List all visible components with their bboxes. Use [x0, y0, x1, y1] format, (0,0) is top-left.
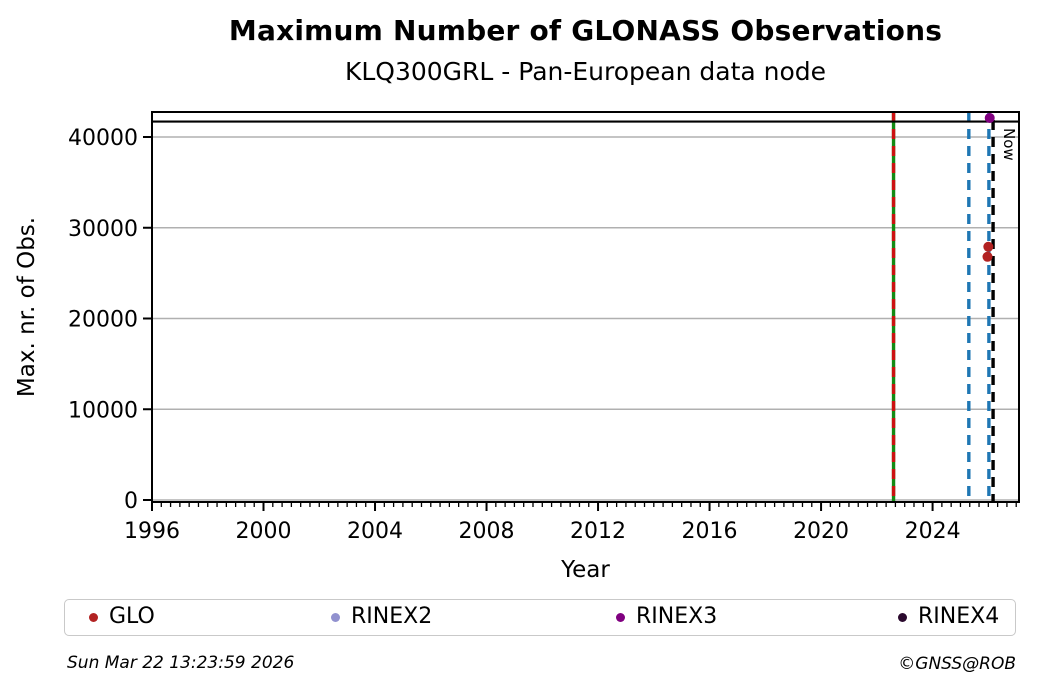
data-point-rinex3	[984, 112, 995, 123]
legend-marker-rinex2-icon	[331, 612, 340, 622]
x-tick-label: 2004	[347, 519, 403, 544]
legend-item-rinex4: RINEX4	[898, 600, 999, 634]
x-tick-label: 2020	[793, 519, 849, 544]
legend-marker-rinex3-icon	[616, 612, 625, 622]
legend-label: GLO	[109, 604, 155, 629]
x-axis-label: Year	[560, 557, 610, 583]
legend-label: RINEX3	[636, 604, 718, 629]
legend-label: RINEX2	[351, 604, 433, 629]
event-vlines: Now	[891, 112, 1018, 502]
y-tick-label: 20000	[68, 308, 138, 333]
legend-marker-rinex4-icon	[898, 612, 907, 622]
y-axis-label: Max. nr. of Obs.	[14, 217, 40, 397]
x-tick-label: 2000	[236, 519, 292, 544]
legend-marker-glo-icon	[89, 612, 98, 622]
data-points	[982, 112, 995, 262]
legend-item-rinex2: RINEX2	[331, 600, 432, 634]
y-tick-label: 30000	[68, 217, 138, 242]
y-tick-label: 10000	[68, 398, 138, 423]
plot-frame	[151, 111, 1020, 503]
x-tick-label: 2024	[905, 519, 961, 544]
now-label: Now	[1000, 128, 1018, 161]
x-tick-label: 2012	[570, 519, 626, 544]
chart-title: Maximum Number of GLONASS Observations	[228, 14, 943, 47]
legend-item-glo: GLO	[89, 600, 155, 634]
legend-label: RINEX4	[918, 604, 1000, 629]
x-axis-ticks: 1996 2000 2004 2008 2012 2016 2020 2024	[124, 502, 1017, 544]
x-tick-label: 2008	[459, 519, 515, 544]
chart-subtitle: KLQ300GRL - Pan-European data node	[344, 57, 827, 86]
timestamp: Sun Mar 22 13:23:59 2026	[67, 653, 295, 673]
credit: ©GNSS@ROB	[898, 654, 1016, 674]
x-tick-label: 2016	[682, 519, 738, 544]
legend: GLO RINEX2 RINEX3 RINEX4	[64, 599, 1016, 636]
y-tick-label: 40000	[68, 126, 138, 151]
y-axis-ticks: 0 10000 20000 30000 40000	[68, 126, 152, 514]
x-tick-label: 1996	[124, 519, 180, 544]
data-point-glo	[983, 241, 994, 252]
gridlines	[152, 136, 1019, 501]
legend-item-rinex3: RINEX3	[616, 600, 717, 634]
plot-canvas: Now 1996 2000 2004 2008 2012 2016 2020 2024 0 1000…	[14, 111, 1020, 583]
data-point-glo	[982, 251, 993, 262]
y-tick-label: 0	[124, 489, 138, 514]
